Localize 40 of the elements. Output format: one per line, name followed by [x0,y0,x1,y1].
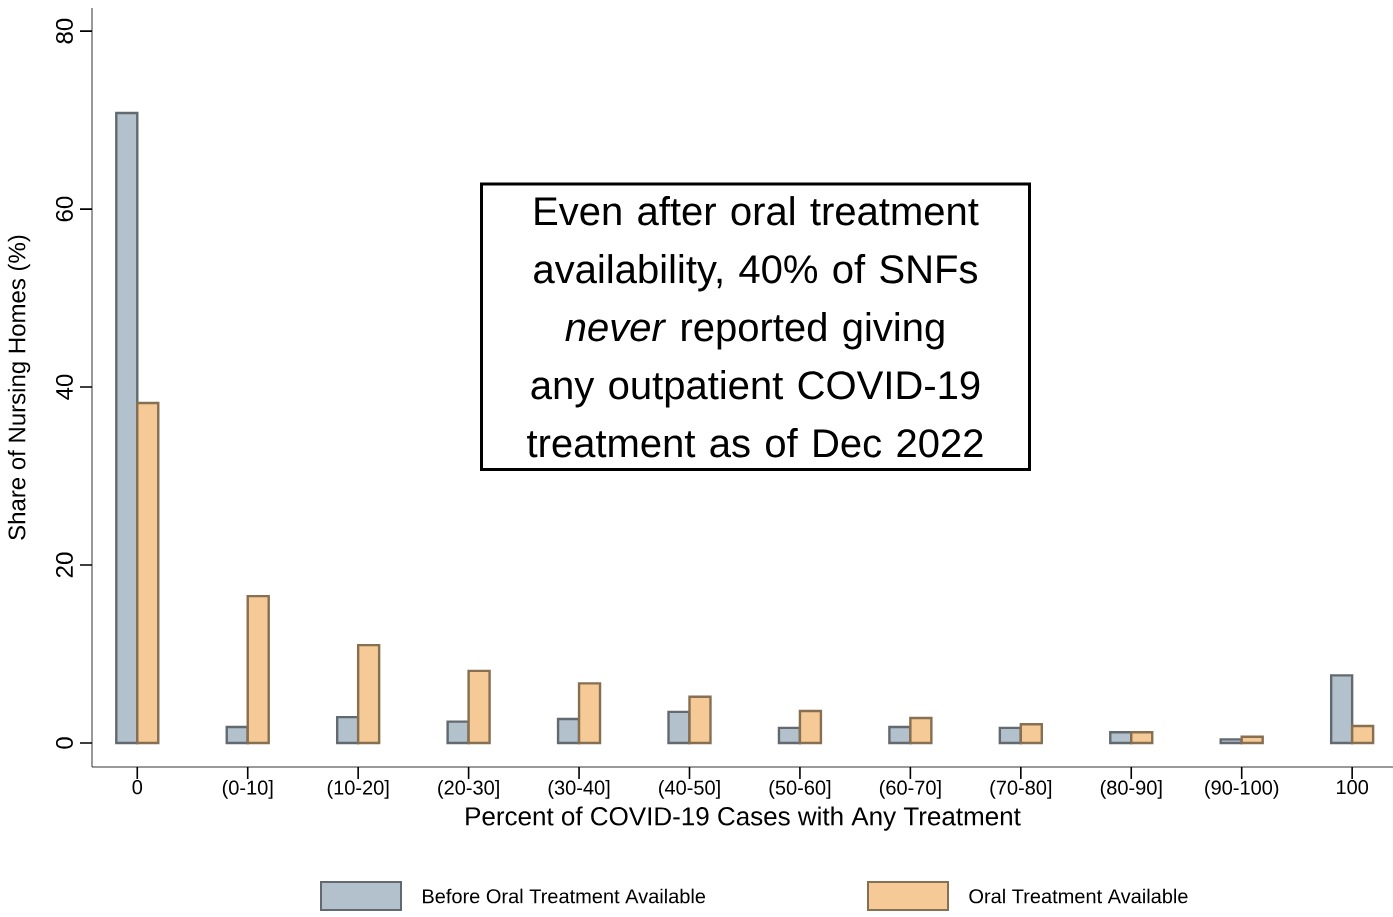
bar [335,715,360,745]
x-tick-label: (40-50] [659,780,720,799]
legend-label: Before Oral Treatment Available [423,888,706,904]
y-tick-label: 0 [55,737,73,749]
bar [1240,735,1264,745]
y-tick-label: 60 [55,196,73,222]
bar [1019,723,1043,745]
bar [1219,738,1243,745]
x-tick-label: (0-10] [222,780,273,799]
bar [115,111,139,745]
bar [356,643,381,745]
bar [909,716,933,745]
bar [136,401,160,745]
x-tick-label: (30-40] [548,780,610,799]
bar [467,669,491,745]
bar [1130,731,1154,745]
x-tick-label: 100 [1337,780,1369,795]
bar [798,709,823,745]
bar [1109,731,1133,745]
x-tick-label: (90-100) [1205,780,1279,799]
bar [446,720,470,745]
x-tick-label: (10-20] [327,780,389,799]
y-tick-label: 20 [55,552,73,578]
x-tick-label: (70-80] [990,780,1052,799]
x-tick-label: (50-60] [769,780,831,799]
annotation: Even after oral treatment availability, 40% of SNFs never reported giving any outpatient COVID-19 treatment as of Dec 2022 [527,196,983,458]
bar [688,695,712,745]
bar [246,594,270,745]
x-tick-label: (60-70] [879,780,941,799]
bar [1350,724,1375,745]
x-tick-label: 0 [132,780,143,795]
y-tick-label: 40 [55,374,73,400]
x-axis-title: Percent of COVID-19 Cases with Any Treatment [466,806,1021,831]
bar [577,682,602,745]
bar [1329,674,1354,745]
y-axis-title: Share of Nursing Homes (%) [7,235,31,540]
x-tick-label: (80-90] [1100,780,1162,799]
legend-label: Oral Treatment Available [969,888,1188,904]
x-tick-label: (20-30] [438,780,499,799]
y-tick-label: 80 [55,18,73,44]
